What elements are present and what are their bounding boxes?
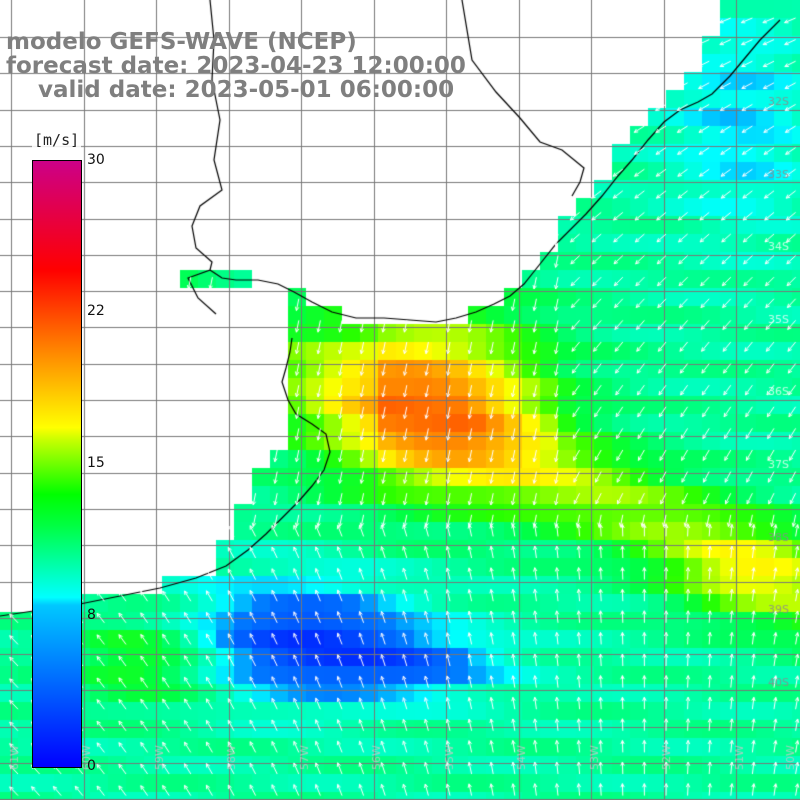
colorbar-unit: [m/s] (32, 131, 82, 149)
colorbar-tick-15: 15 (87, 455, 105, 471)
colorbar (32, 160, 82, 768)
colorbar-tick-0: 0 (87, 758, 96, 774)
model-name: modelo GEFS-WAVE (NCEP) (6, 29, 357, 55)
colorbar-tick-8: 8 (87, 607, 96, 623)
valid-date: valid date: 2023-05-01 06:00:00 (6, 77, 455, 103)
colorbar-tick-22: 22 (87, 303, 105, 319)
forecast-date: forecast date: 2023-04-23 12:00:00 (6, 53, 466, 79)
colorbar-tick-30: 30 (87, 152, 105, 168)
map-title: modelo GEFS-WAVE (NCEP) forecast date: 2… (6, 30, 466, 102)
